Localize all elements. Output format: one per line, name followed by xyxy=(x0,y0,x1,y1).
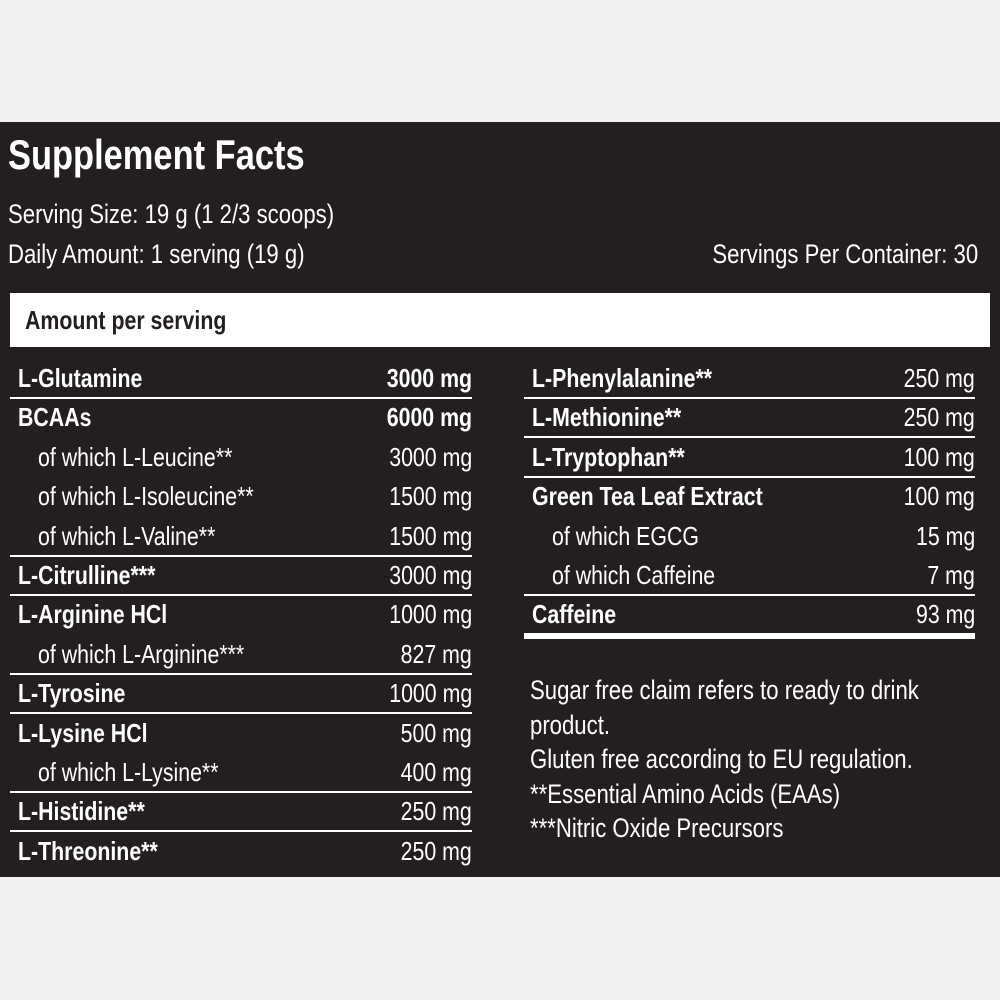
label-panel xyxy=(0,122,1000,877)
nutrient-name: L-Tryptophan** xyxy=(532,441,685,472)
footnote: ***Nitric Oxide Precursors xyxy=(530,813,784,843)
footnote: Gluten free according to EU regulation. xyxy=(530,744,913,774)
footnote: product. xyxy=(530,709,611,740)
amount-header: Amount per serving xyxy=(25,305,227,335)
nutrient-name: L-Histidine** xyxy=(18,796,145,827)
nutrient-amount: 1500 mg xyxy=(389,520,472,551)
servings-per-container: Servings Per Container: 30 xyxy=(712,239,978,269)
nutrient-name: of which L-Arginine*** xyxy=(38,638,245,669)
row-divider xyxy=(524,594,975,596)
nutrient-name: of which L-Isoleucine** xyxy=(38,481,254,512)
row-divider xyxy=(524,475,975,478)
nutrient-amount: 7 mg xyxy=(927,560,975,590)
nutrient-amount: 1000 mg xyxy=(389,678,472,709)
row-divider xyxy=(10,791,472,793)
nutrient-name: of which L-Leucine** xyxy=(38,441,233,472)
nutrient-name: of which Caffeine xyxy=(552,560,716,590)
row-divider xyxy=(524,436,975,439)
nutrient-name: Green Tea Leaf Extract xyxy=(532,481,763,512)
footnote: **Essential Amino Acids (EAAs) xyxy=(530,778,841,809)
nutrient-amount: 250 mg xyxy=(903,402,975,433)
nutrient-name: L-Glutamine xyxy=(18,363,143,393)
row-divider xyxy=(10,594,472,596)
nutrient-name: of which L-Lysine** xyxy=(38,757,219,787)
nutrient-name: L-Arginine HCl xyxy=(18,599,168,630)
row-divider xyxy=(10,397,472,399)
footnote: Sugar free claim refers to ready to drin… xyxy=(530,675,919,705)
nutrient-amount: 400 mg xyxy=(400,757,472,787)
nutrient-name: L-Threonine** xyxy=(18,835,158,866)
nutrient-amount: 15 mg xyxy=(915,520,975,551)
nutrient-amount: 100 mg xyxy=(903,441,975,472)
serving-size: Serving Size: 19 g (1 2/3 scoops) xyxy=(8,199,335,229)
row-divider xyxy=(10,554,472,557)
nutrient-name: L-Methionine** xyxy=(532,402,682,433)
title: Supplement Facts xyxy=(8,131,305,178)
nutrient-amount: 100 mg xyxy=(903,481,975,512)
section-divider xyxy=(524,633,975,640)
nutrient-name: BCAAs xyxy=(18,402,92,433)
nutrient-amount: 250 mg xyxy=(400,835,472,866)
nutrient-name: L-Phenylalanine** xyxy=(532,363,713,393)
nutrient-name: L-Citrulline*** xyxy=(18,560,156,590)
nutrient-amount: 3000 mg xyxy=(389,441,472,472)
nutrient-name: of which L-Valine** xyxy=(38,520,216,551)
nutrient-amount: 827 mg xyxy=(400,638,472,669)
nutrient-amount: 250 mg xyxy=(903,363,975,393)
nutrient-name: L-Lysine HCl xyxy=(18,717,148,748)
nutrient-name: of which EGCG xyxy=(552,520,699,551)
row-divider xyxy=(10,830,472,833)
nutrient-name: Caffeine xyxy=(532,599,617,630)
nutrient-amount: 3000 mg xyxy=(386,363,472,393)
daily-amount: Daily Amount: 1 serving (19 g) xyxy=(8,239,305,269)
row-divider xyxy=(10,712,472,715)
nutrient-name: L-Tyrosine xyxy=(18,678,126,709)
row-divider xyxy=(524,397,975,399)
row-divider xyxy=(10,672,472,675)
header-bar xyxy=(10,293,990,347)
nutrient-amount: 1500 mg xyxy=(389,481,472,512)
nutrient-amount: 3000 mg xyxy=(389,560,472,590)
nutrient-amount: 1000 mg xyxy=(389,599,472,630)
nutrient-amount: 500 mg xyxy=(400,717,472,748)
nutrient-amount: 250 mg xyxy=(400,796,472,827)
nutrient-amount: 93 mg xyxy=(915,599,975,630)
nutrient-amount: 6000 mg xyxy=(386,402,472,433)
